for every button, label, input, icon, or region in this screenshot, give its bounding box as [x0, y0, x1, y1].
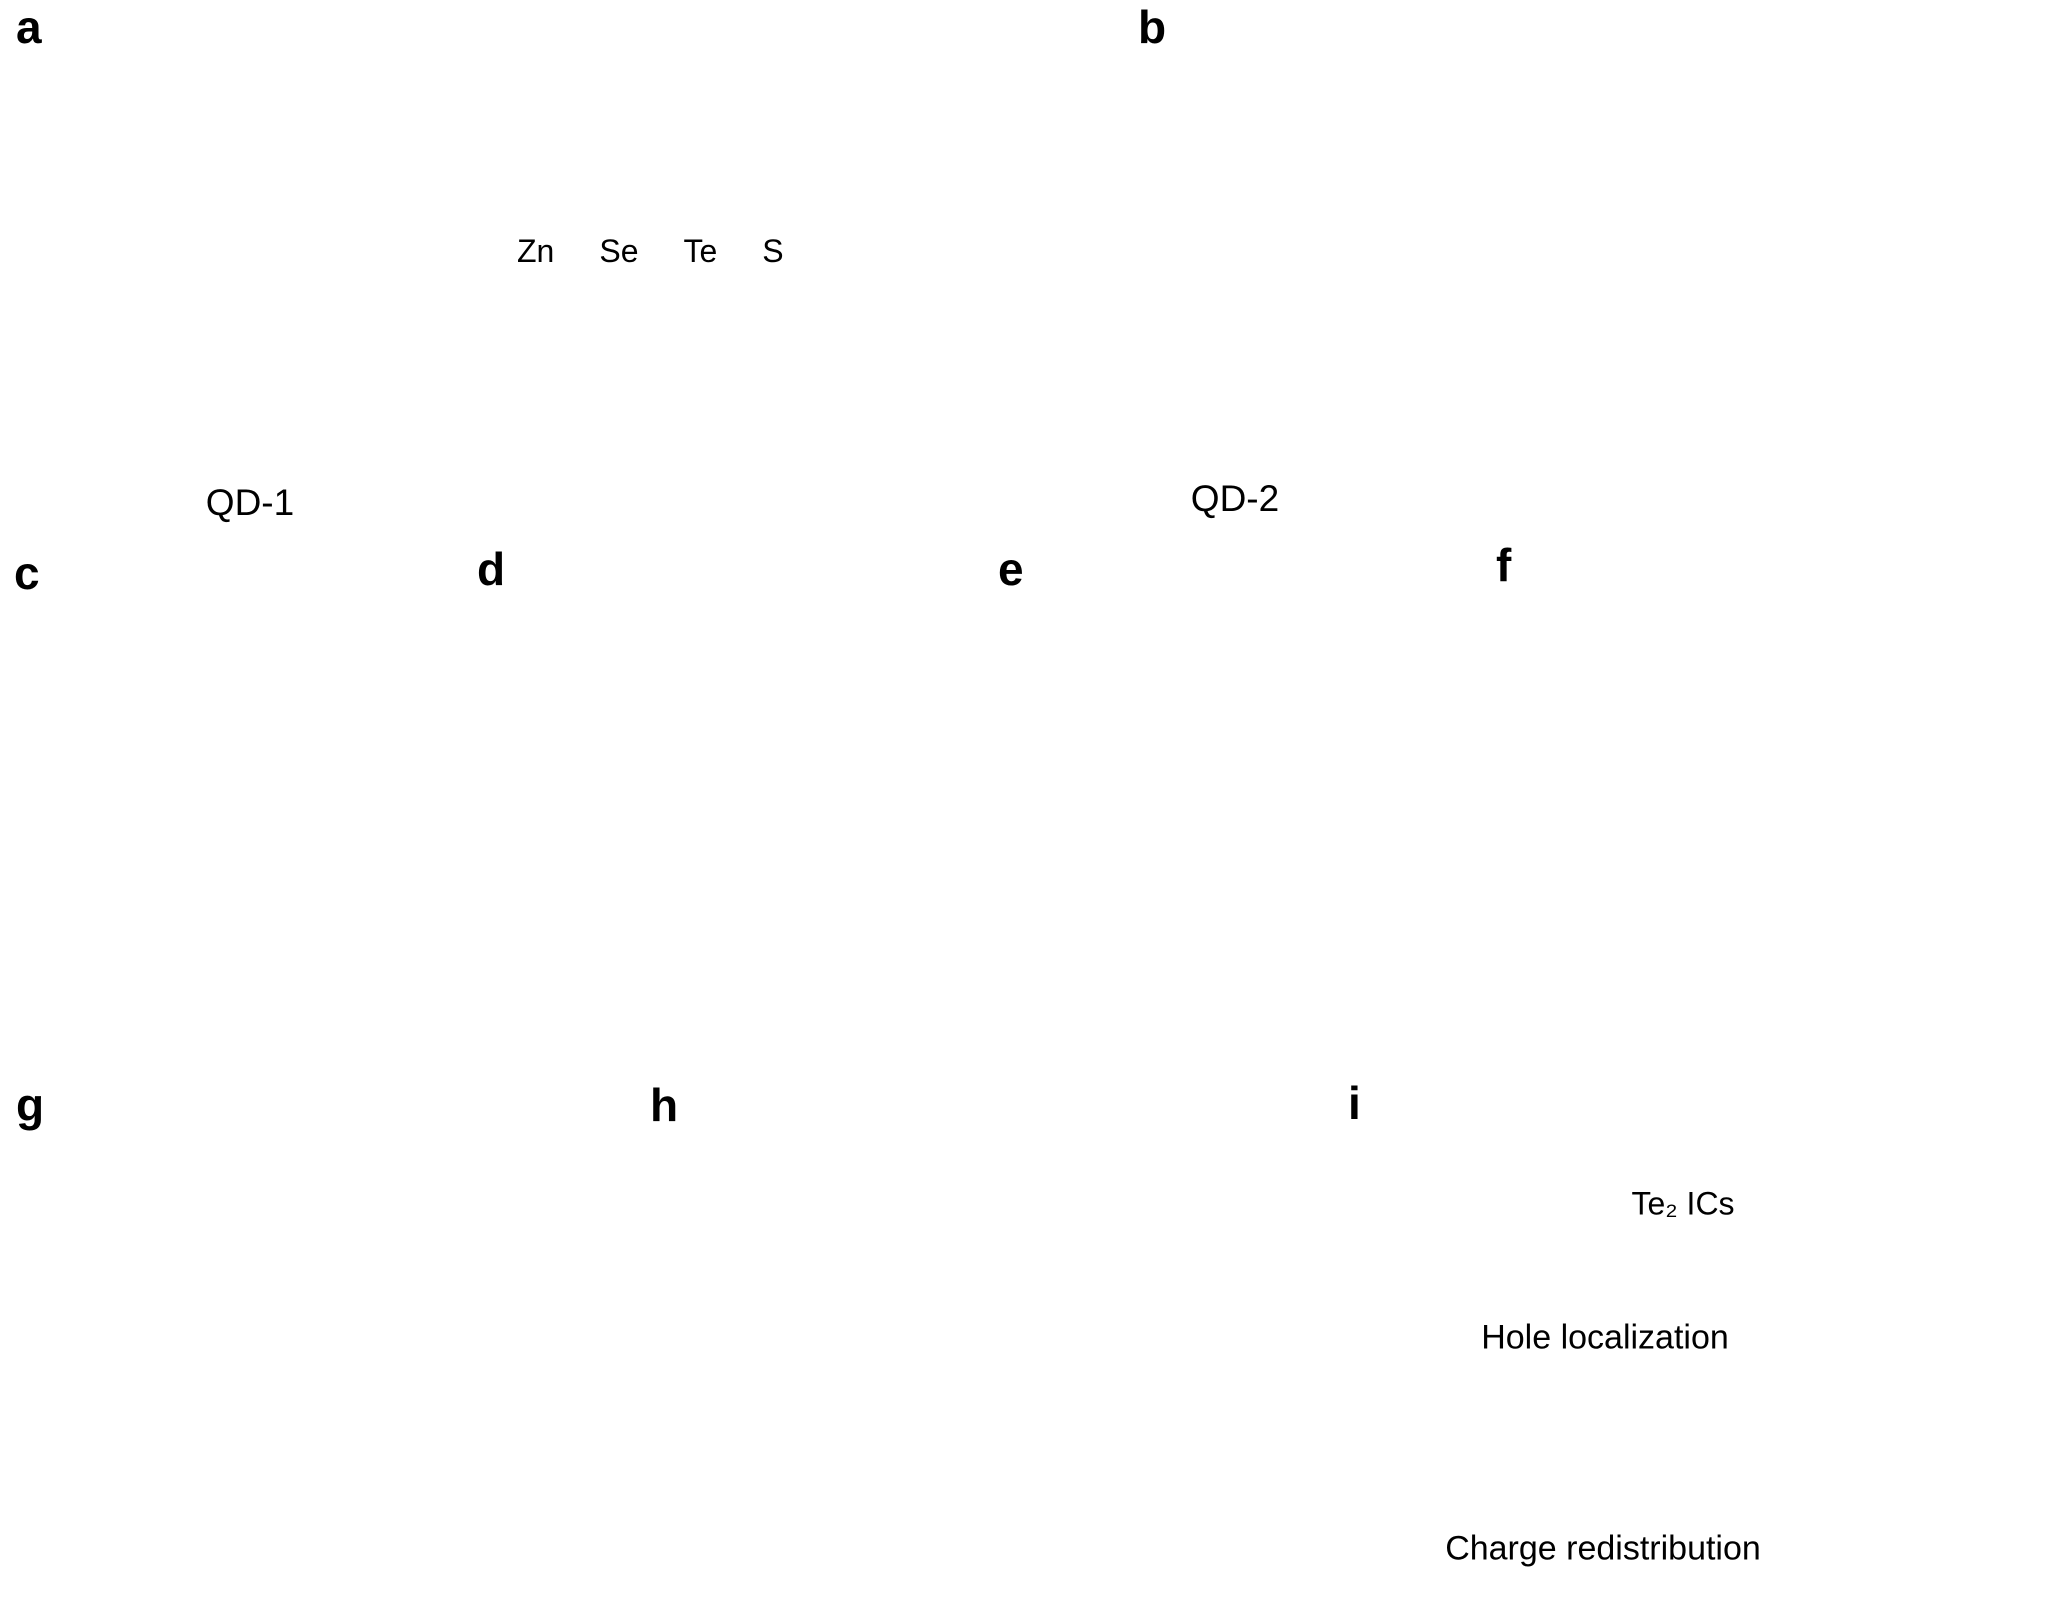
- te2-ics-label: Te₂ ICs: [1631, 1185, 1735, 1222]
- legend-item-s: S: [753, 233, 783, 270]
- legend-item-zn: Zn: [508, 233, 554, 270]
- legend-label: Zn: [517, 233, 555, 269]
- atom-legend: Zn Se Te S: [508, 233, 784, 270]
- panel-h-letter: h: [650, 1079, 679, 1131]
- legend-label: S: [762, 233, 784, 269]
- panel-i-letter: i: [1348, 1077, 1361, 1129]
- legend-item-te: Te: [674, 233, 717, 270]
- legend-label: Te: [683, 233, 718, 269]
- qd2-label: QD-2: [1190, 478, 1280, 519]
- panel-c-letter: c: [14, 547, 40, 599]
- legend-item-se: Se: [590, 233, 638, 270]
- panel-e-letter: e: [998, 543, 1024, 595]
- charge-redistribution-caption: Charge redistribution: [1445, 1529, 1761, 1568]
- panel-g-letter: g: [16, 1079, 45, 1131]
- legend-label: Se: [599, 233, 639, 269]
- qd1-label: QD-1: [205, 482, 295, 523]
- panel-i-schematic: Te₂ ICs Hole localization Charge redistr…: [1340, 1085, 2048, 1616]
- panel-a-letter: a: [16, 1, 42, 53]
- panel-d-letter: d: [477, 543, 506, 595]
- panel-b-letter: b: [1138, 1, 1167, 53]
- panel-f-letter: f: [1496, 539, 1512, 591]
- hole-localization-caption: Hole localization: [1481, 1318, 1729, 1357]
